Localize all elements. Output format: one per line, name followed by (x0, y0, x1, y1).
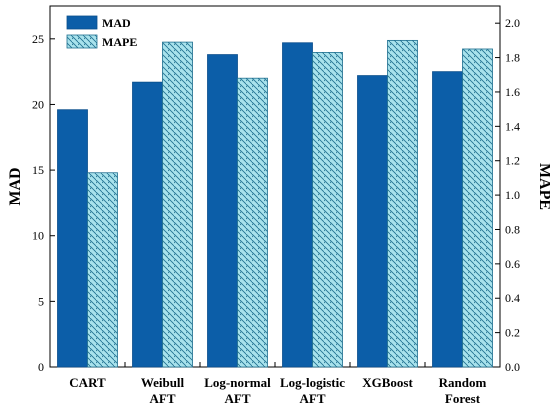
category-label-4: XGBoost (362, 375, 413, 390)
category-label-line: AFT (300, 391, 326, 406)
left-tick-label-0: 0 (38, 360, 44, 374)
category-label-1: Weibull AFT (141, 375, 185, 406)
bar-mad-1 (132, 81, 163, 368)
right-tick-label-5: 1.0 (505, 188, 520, 202)
left-tick-label-2: 10 (32, 229, 44, 243)
left-tick-label-4: 20 (32, 97, 44, 111)
right-tick-label-2: 0.4 (505, 291, 520, 305)
bar-mad-2 (207, 54, 238, 368)
category-label-2: Log-normal AFT (204, 375, 271, 406)
legend: MAD MAPE (66, 15, 137, 49)
legend-swatch-mad (66, 15, 98, 30)
category-label-line: AFT (150, 391, 176, 406)
category-label-line: Random (439, 375, 487, 390)
right-tick-label-10: 2.0 (505, 16, 520, 30)
right-axis-title: MAPE (536, 163, 550, 210)
right-tick-label-0: 0.0 (505, 360, 520, 374)
right-tick-label-1: 0.2 (505, 326, 520, 340)
right-tick-label-6: 1.2 (505, 154, 520, 168)
right-tick-label-8: 1.6 (505, 85, 520, 99)
bars (57, 39, 493, 368)
category-label-line: Forest (445, 391, 481, 406)
legend-swatch-mape (66, 34, 98, 49)
bar-mape-1 (162, 41, 193, 368)
category-label-line: AFT (225, 391, 251, 406)
legend-label-mape: MAPE (102, 35, 137, 49)
right-tick-label-9: 1.8 (505, 51, 520, 65)
category-label-line: Log-normal (204, 375, 271, 390)
left-tick-label-1: 5 (38, 294, 44, 308)
legend-label-mad: MAD (102, 16, 131, 30)
bar-mape-0 (87, 172, 118, 368)
left-axis-title: MAD (7, 167, 24, 205)
bar-mad-4 (357, 75, 388, 368)
axes: 0 5 10 15 20 25 0.0 0.2 0.4 0.6 0.8 1.0 1.2 1.4 1.6 1.8… (7, 16, 550, 406)
bar-mad-5 (432, 71, 463, 368)
category-label-5: Random Forest (439, 375, 487, 406)
bar-mape-4 (387, 39, 418, 368)
category-label-line: Log-logistic (280, 375, 345, 390)
bar-mad-0 (57, 109, 88, 368)
category-label-line: CART (69, 375, 106, 390)
category-label-0: CART (69, 375, 106, 390)
left-tick-label-3: 15 (32, 163, 44, 177)
bar-mape-5 (462, 48, 493, 368)
category-label-line: Weibull (141, 375, 185, 390)
category-label-line: XGBoost (362, 375, 413, 390)
right-tick-label-4: 0.8 (505, 222, 520, 236)
bar-mape-3 (312, 52, 343, 368)
bar-mad-3 (282, 42, 313, 368)
bar-mape-2 (237, 77, 268, 368)
right-tick-label-3: 0.6 (505, 257, 520, 271)
category-label-3: Log-logistic AFT (280, 375, 345, 406)
left-tick-label-5: 25 (32, 32, 44, 46)
right-tick-label-7: 1.4 (505, 119, 520, 133)
